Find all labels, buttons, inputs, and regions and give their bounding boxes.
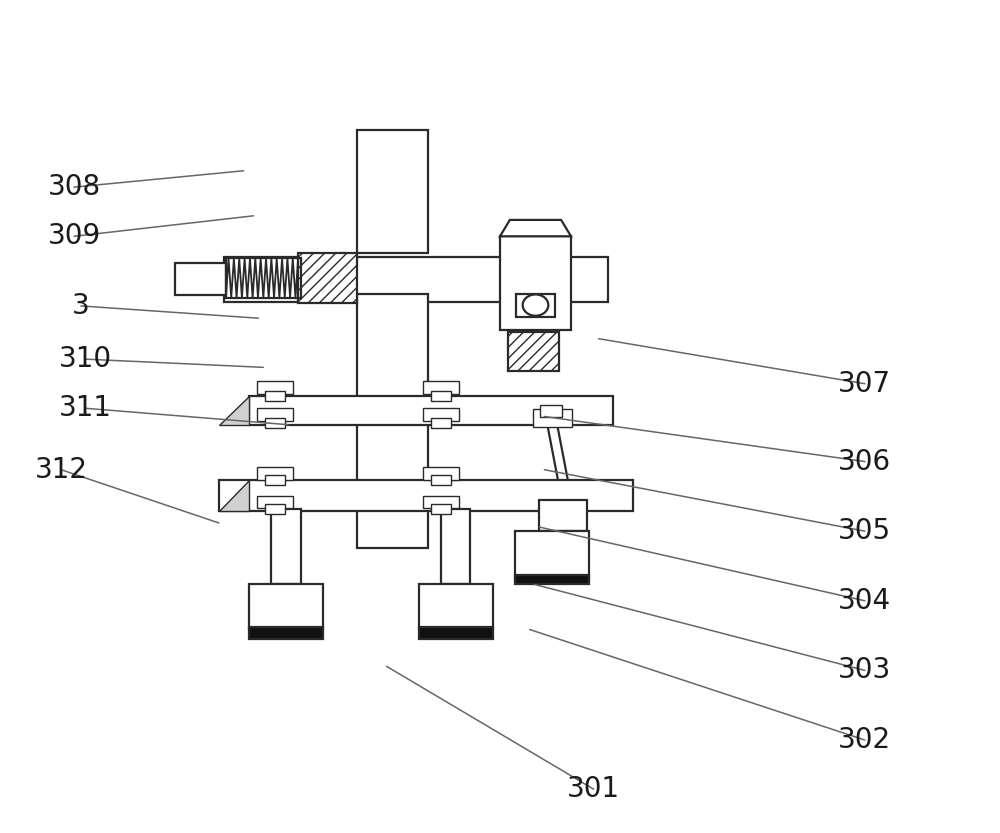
Polygon shape [298,252,357,303]
Bar [419,585,493,630]
Text: 307: 307 [838,370,891,397]
Bar [441,509,470,585]
Bar [271,509,301,585]
Bar [533,409,572,427]
Bar [257,496,293,508]
Bar [423,382,459,394]
Polygon shape [219,396,249,425]
Text: 311: 311 [59,394,112,422]
Bar [249,396,613,425]
Bar [357,294,428,547]
Polygon shape [219,480,249,511]
Bar [265,392,285,401]
Bar [423,496,459,508]
Bar [257,408,293,421]
Text: 310: 310 [59,345,112,373]
Text: 312: 312 [35,456,88,484]
Bar [516,294,555,317]
Text: 302: 302 [838,726,891,754]
Bar [226,258,301,297]
Bar [423,408,459,421]
Bar [431,504,451,514]
Bar [257,382,293,394]
Bar [265,476,285,486]
Bar [431,392,451,401]
Bar [249,627,322,639]
Text: 303: 303 [838,656,891,685]
Bar [508,332,559,372]
Text: 306: 306 [838,447,891,476]
Bar [249,585,322,630]
Bar [540,405,562,416]
Bar [500,237,571,331]
Text: 305: 305 [838,517,891,545]
Circle shape [523,294,548,316]
Text: 3: 3 [72,292,90,320]
Bar [515,531,589,581]
Bar [431,476,451,486]
Bar [431,418,451,428]
Bar [423,467,459,480]
Bar [265,504,285,514]
Bar [357,130,428,252]
Bar [219,480,633,511]
Polygon shape [500,220,571,237]
Bar [265,418,285,428]
Text: 304: 304 [838,586,891,615]
Text: 301: 301 [567,776,620,803]
Bar [539,500,587,531]
Bar [257,467,293,480]
Bar [515,575,589,585]
Bar [224,257,608,302]
Bar [175,262,226,295]
Text: 309: 309 [47,222,101,250]
Bar [419,627,493,639]
Text: 308: 308 [47,173,101,201]
